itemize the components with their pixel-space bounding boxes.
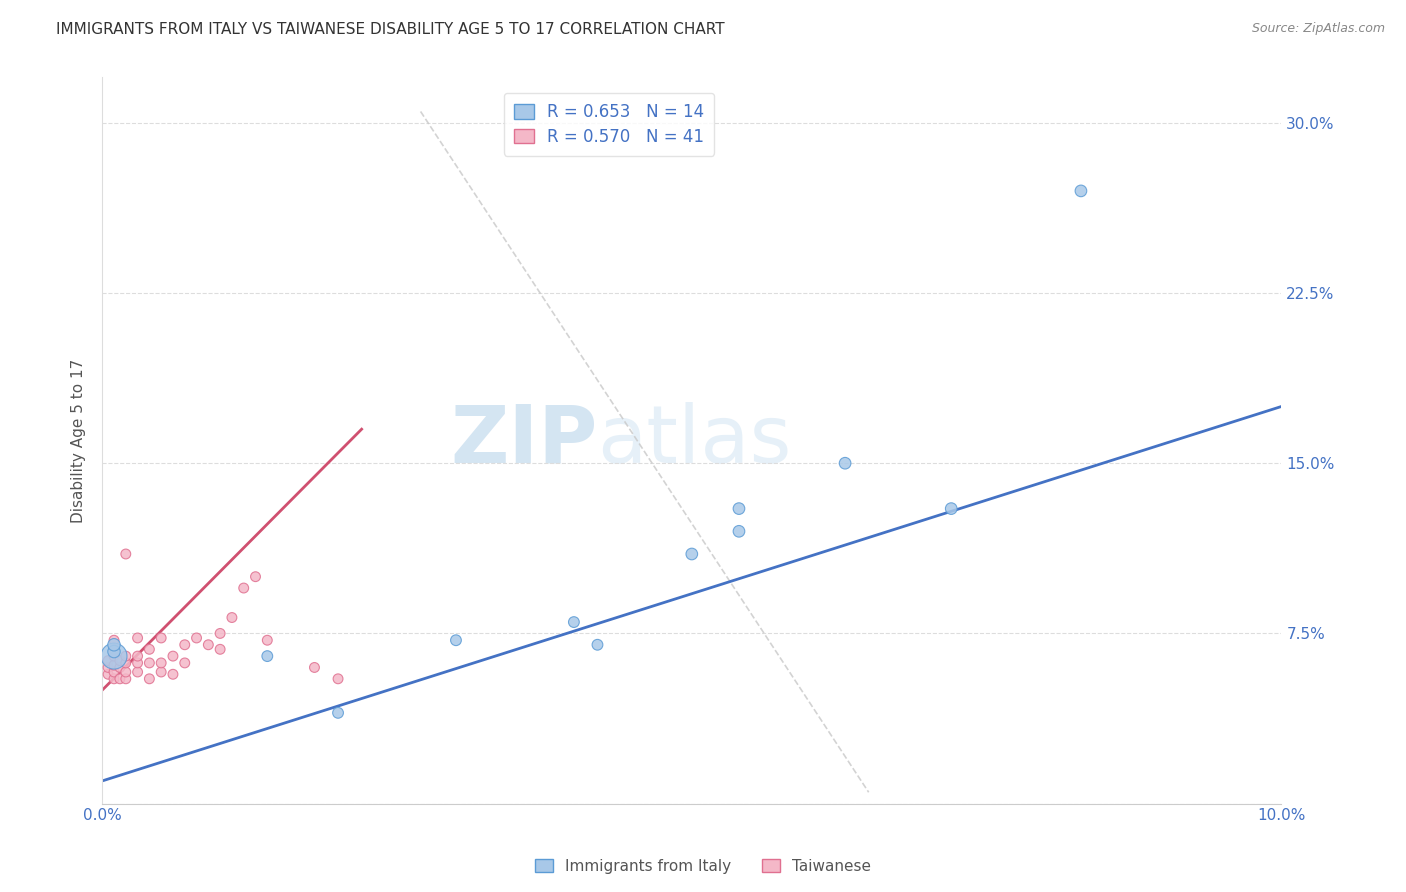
Taiwanese xyxy=(173,656,195,670)
Taiwanese xyxy=(114,656,136,670)
Immigrants from Italy xyxy=(1070,184,1092,198)
Immigrants from Italy xyxy=(586,638,609,652)
Taiwanese xyxy=(162,649,184,664)
Taiwanese xyxy=(127,665,149,679)
Taiwanese xyxy=(197,638,219,652)
Taiwanese xyxy=(162,667,184,681)
Taiwanese xyxy=(138,642,160,657)
Taiwanese xyxy=(103,633,125,648)
Y-axis label: Disability Age 5 to 17: Disability Age 5 to 17 xyxy=(72,359,86,523)
Taiwanese xyxy=(103,665,125,679)
Taiwanese xyxy=(138,656,160,670)
Taiwanese xyxy=(108,660,131,674)
Taiwanese xyxy=(209,642,232,657)
Taiwanese xyxy=(97,660,120,674)
Immigrants from Italy xyxy=(103,649,125,664)
Taiwanese xyxy=(232,581,254,595)
Immigrants from Italy xyxy=(103,638,125,652)
Taiwanese xyxy=(138,672,160,686)
Taiwanese xyxy=(304,660,326,674)
Taiwanese xyxy=(114,649,136,664)
Text: atlas: atlas xyxy=(598,401,792,480)
Immigrants from Italy xyxy=(728,501,751,516)
Immigrants from Italy xyxy=(326,706,349,720)
Immigrants from Italy xyxy=(103,644,125,658)
Taiwanese xyxy=(256,633,278,648)
Immigrants from Italy xyxy=(256,649,278,664)
Taiwanese xyxy=(103,649,125,664)
Taiwanese xyxy=(103,642,125,657)
Taiwanese xyxy=(127,649,149,664)
Legend: R = 0.653   N = 14, R = 0.570   N = 41: R = 0.653 N = 14, R = 0.570 N = 41 xyxy=(503,93,714,156)
Taiwanese xyxy=(173,638,195,652)
Taiwanese xyxy=(97,667,120,681)
Taiwanese xyxy=(108,672,131,686)
Taiwanese xyxy=(97,654,120,668)
Taiwanese xyxy=(103,658,125,673)
Immigrants from Italy xyxy=(681,547,703,561)
Immigrants from Italy xyxy=(941,501,963,516)
Taiwanese xyxy=(114,665,136,679)
Taiwanese xyxy=(221,610,243,624)
Taiwanese xyxy=(108,654,131,668)
Legend: Immigrants from Italy, Taiwanese: Immigrants from Italy, Taiwanese xyxy=(529,853,877,880)
Immigrants from Italy xyxy=(444,633,467,648)
Text: ZIP: ZIP xyxy=(450,401,598,480)
Text: IMMIGRANTS FROM ITALY VS TAIWANESE DISABILITY AGE 5 TO 17 CORRELATION CHART: IMMIGRANTS FROM ITALY VS TAIWANESE DISAB… xyxy=(56,22,725,37)
Taiwanese xyxy=(209,626,232,640)
Taiwanese xyxy=(326,672,349,686)
Taiwanese xyxy=(127,656,149,670)
Taiwanese xyxy=(114,547,136,561)
Taiwanese xyxy=(114,672,136,686)
Immigrants from Italy xyxy=(562,615,585,629)
Taiwanese xyxy=(103,672,125,686)
Taiwanese xyxy=(186,631,208,645)
Text: Source: ZipAtlas.com: Source: ZipAtlas.com xyxy=(1251,22,1385,36)
Taiwanese xyxy=(245,570,267,584)
Immigrants from Italy xyxy=(728,524,751,539)
Taiwanese xyxy=(127,631,149,645)
Taiwanese xyxy=(150,631,173,645)
Immigrants from Italy xyxy=(834,456,856,470)
Taiwanese xyxy=(150,656,173,670)
Taiwanese xyxy=(150,665,173,679)
